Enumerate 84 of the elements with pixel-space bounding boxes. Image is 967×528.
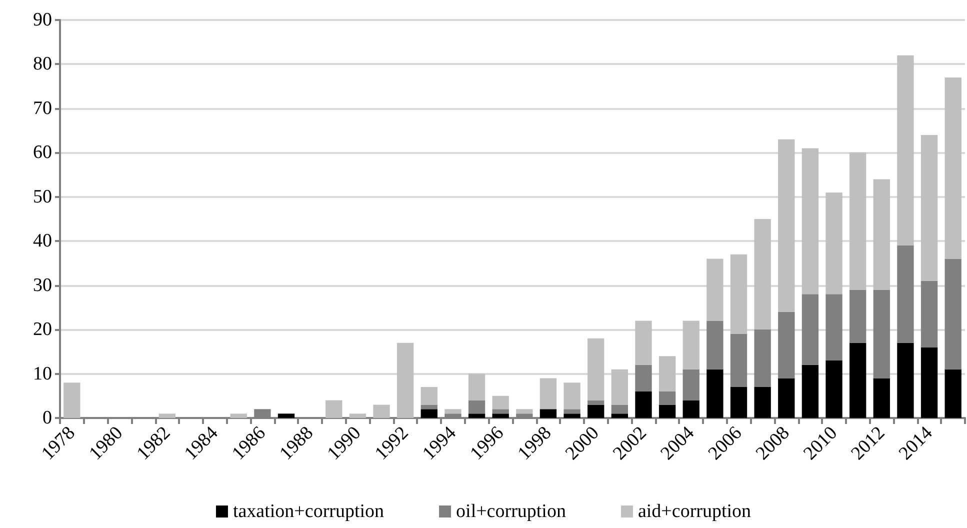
bar [706,369,724,418]
bar [849,152,866,290]
bar [468,414,486,418]
bar [635,391,652,418]
legend-label: aid+corruption [638,501,752,522]
y-tick-label: 0 [42,408,52,428]
y-tick-label: 90 [33,10,52,30]
y-tick-label: 40 [33,230,52,252]
bar [920,134,938,281]
bar [588,338,604,400]
bar [706,258,724,321]
bar [516,409,533,414]
bar [778,378,795,418]
bar [826,294,842,361]
bar [396,342,414,418]
bar [349,414,366,418]
y-tick-label: 60 [33,142,52,164]
y-tick-label: 30 [33,274,52,296]
bar [920,347,938,418]
legend-label: taxation+corruption [232,501,385,522]
bar [873,179,890,290]
bar [564,382,580,410]
y-tick-label: 10 [33,363,52,384]
bar [564,414,580,418]
y-tick-label: 20 [33,319,52,340]
bar [492,396,509,410]
bar [682,369,700,400]
y-tick-label: 50 [33,186,52,208]
bar [611,369,628,405]
bar [826,192,842,294]
bar [588,404,604,418]
bar [802,364,819,418]
bar [492,409,509,414]
bar [326,400,342,418]
bar [730,334,748,388]
bar [373,404,390,418]
bar [635,364,652,392]
y-tick-label: 70 [33,98,52,119]
bar [873,290,890,378]
bar [802,148,819,294]
bar [278,414,295,418]
bar [897,342,914,418]
bar [730,387,748,418]
bar [944,369,962,418]
bar [611,404,628,414]
bar [944,77,962,259]
bar [158,414,176,418]
bar [897,55,914,246]
bar [944,258,962,370]
bar [230,414,247,418]
bar [849,342,866,418]
bar [730,254,748,334]
bar [754,330,771,388]
bar [468,374,486,400]
bar [540,409,557,418]
bar [778,139,795,312]
bar [420,404,438,410]
bar [897,246,914,343]
bar [635,320,652,365]
bar [682,320,700,370]
bar [778,312,795,378]
bar [802,294,819,365]
bar [611,414,628,418]
bar [706,320,724,370]
bar [826,360,842,418]
bar [540,378,557,410]
bar [849,290,866,343]
legend-label: oil+corruption [456,501,566,522]
bar [492,414,509,418]
bar [754,387,771,418]
bar [564,409,580,414]
bar [658,404,676,418]
bar [420,387,438,405]
bar [64,382,80,418]
bar [873,378,890,418]
bar [658,356,676,392]
bar [754,219,771,330]
bar [682,400,700,418]
bar [658,391,676,405]
bar [468,400,486,414]
bar [920,280,938,348]
y-tick-label: 80 [33,54,52,75]
bar [420,409,438,418]
bar [444,409,462,414]
